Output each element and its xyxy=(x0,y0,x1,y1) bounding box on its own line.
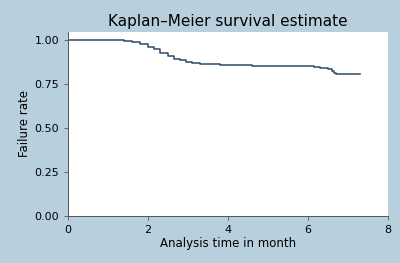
Y-axis label: Failure rate: Failure rate xyxy=(18,90,32,157)
X-axis label: Analysis time in month: Analysis time in month xyxy=(160,237,296,250)
Title: Kaplan–Meier survival estimate: Kaplan–Meier survival estimate xyxy=(108,14,348,29)
